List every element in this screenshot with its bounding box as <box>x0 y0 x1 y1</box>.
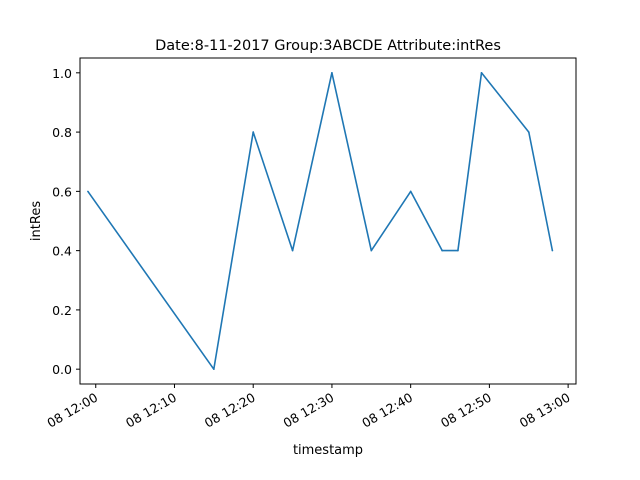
data-point <box>213 368 215 370</box>
data-point <box>370 249 373 252</box>
x-tick-label: 08 12:00 <box>44 390 100 431</box>
x-tick-label: 08 12:40 <box>359 390 415 431</box>
x-tick-label: 08 13:00 <box>517 390 573 431</box>
series-line <box>87 72 554 371</box>
data-point <box>527 131 530 133</box>
y-tick-label: 0.6 <box>52 184 72 199</box>
x-axis: 08 12:00 08 12:10 08 12:20 08 12:30 08 12:40… <box>44 384 573 431</box>
data-point <box>331 72 333 74</box>
plot-area <box>79 57 577 385</box>
data-point <box>441 249 443 252</box>
chart-title: Date:8-11-2017 Group:3ABCDE Attribute:in… <box>155 38 501 54</box>
y-axis: 0.0 0.2 0.4 0.6 0.8 1.0 <box>52 66 80 377</box>
y-tick-label: 1.0 <box>52 66 72 81</box>
x-tick-label: 08 12:30 <box>281 390 337 431</box>
y-tick-label: 0.2 <box>52 303 72 318</box>
data-point <box>409 190 412 193</box>
data-point <box>87 190 89 193</box>
y-axis-label: intRes <box>29 201 44 241</box>
x-axis-label: timestamp <box>293 443 363 458</box>
y-tick-label: 0.0 <box>52 362 72 377</box>
series-group <box>87 72 554 371</box>
data-point <box>480 72 483 74</box>
data-point <box>457 249 459 252</box>
x-tick-label: 08 12:50 <box>438 390 494 431</box>
y-tick-label: 0.4 <box>52 244 72 259</box>
x-tick-label: 08 12:20 <box>202 390 258 431</box>
y-tick-label: 0.8 <box>52 125 72 140</box>
data-point <box>551 249 554 252</box>
data-point <box>291 249 294 252</box>
x-tick-label: 08 12:10 <box>123 390 179 431</box>
data-point <box>252 131 255 133</box>
